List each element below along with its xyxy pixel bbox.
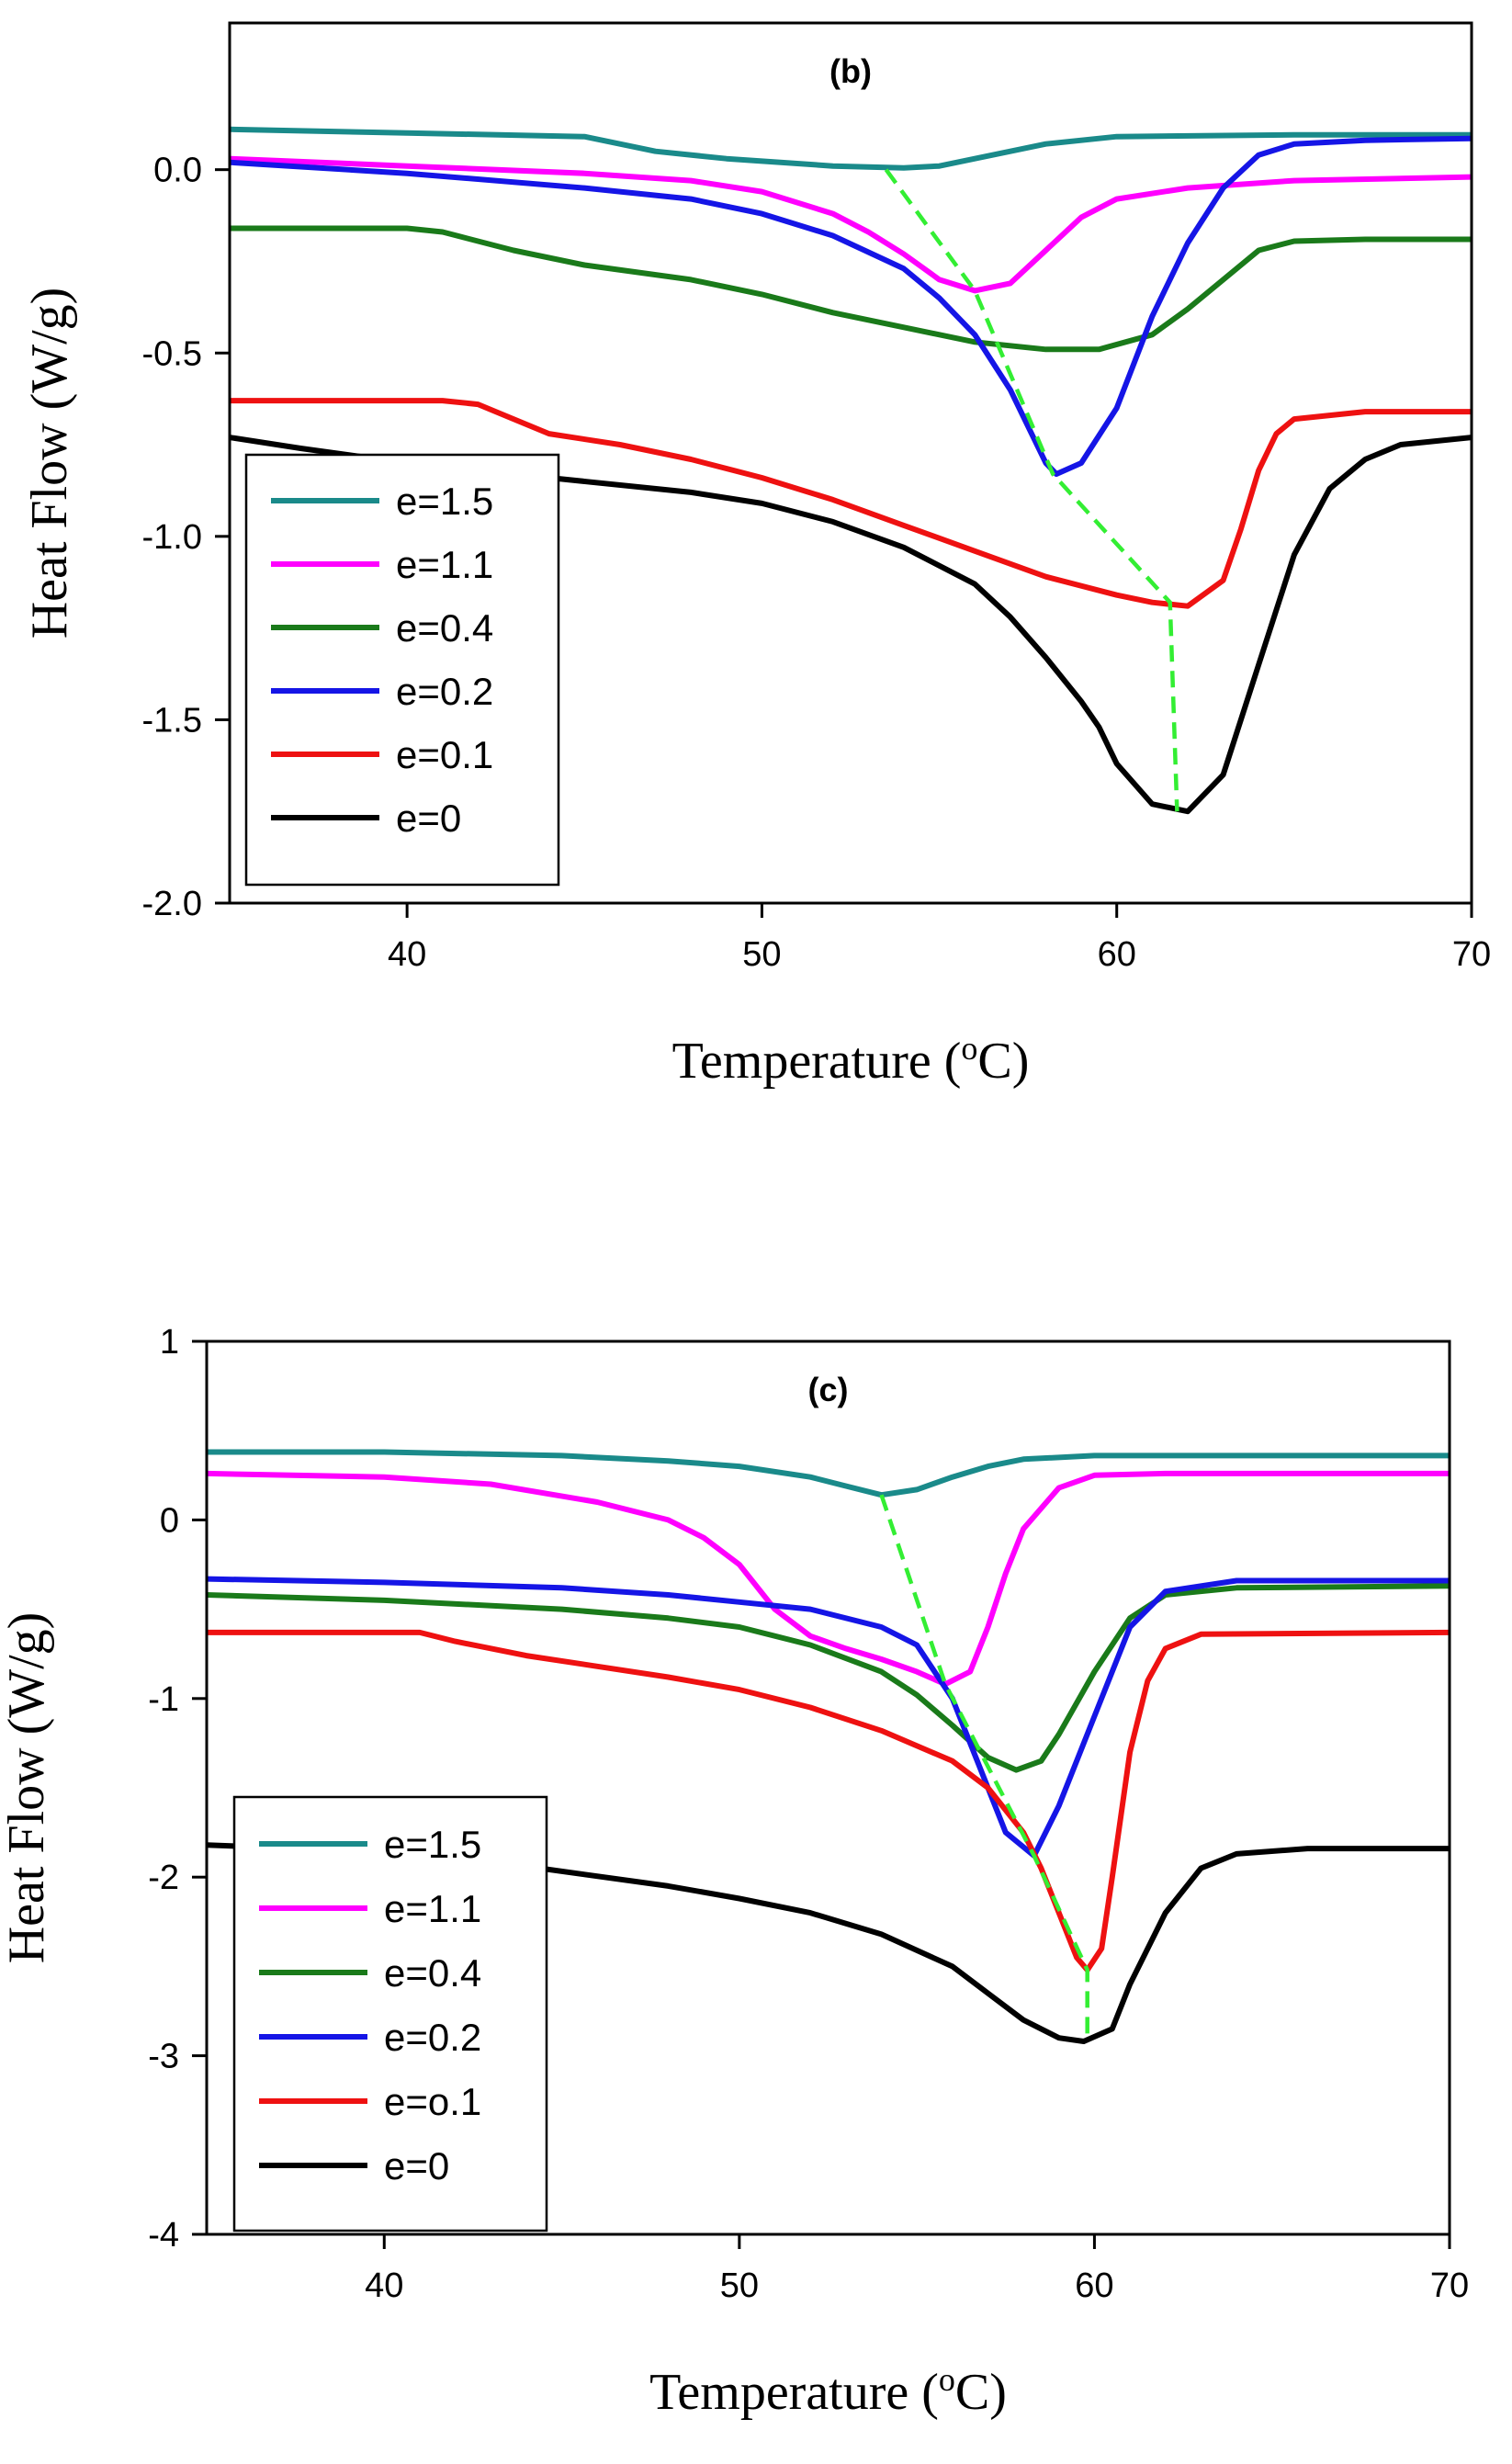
panel-c-y-tick-label: 0	[160, 1501, 179, 1540]
panel-c-y-tick-label: -2	[148, 1859, 179, 1897]
panel-c-peak-guide-line	[879, 1494, 1089, 2041]
panel-b-series	[230, 126, 1472, 815]
panel-c-y-tick-label: -1	[148, 1680, 179, 1719]
panel-c-x-axis-label-text: Temperature (	[649, 2364, 939, 2421]
panel-b-legend-label: e=1.1	[396, 543, 493, 586]
panel-c-x-axis-label-degree: o	[939, 2361, 955, 2398]
panel-c-plot-frame	[205, 1339, 1451, 2236]
panel-b-series-e-0-4	[230, 225, 1472, 353]
panel-b-legend-label: e=0.1	[396, 733, 493, 776]
panel-b-y-tick-label: -0.5	[142, 334, 202, 373]
panel-c-chart: 40 50 60 70 1 0 -1 -2 -3 -4 (c) Heat Flow (W/g) T…	[0, 1323, 1469, 2421]
panel-b-series-e-1-1	[230, 155, 1472, 294]
panel-c-x-tick-label: 70	[1430, 2266, 1469, 2305]
panel-b-x-axis-label: Temperature (oC)	[672, 1030, 1030, 1090]
panel-c-series-e-0	[207, 1842, 1450, 2044]
panel-c-series	[207, 1449, 1450, 2044]
panel-c-legend-box	[232, 1795, 548, 2232]
panel-b-x-axis-label-degree: o	[961, 1030, 977, 1067]
panel-c-legend-label: e=1.1	[384, 1887, 481, 1930]
panel-c-series-e-1-1	[207, 1470, 1450, 1688]
panel-c-x-tick-label: 40	[365, 2266, 403, 2305]
panel-c-y-tick-label: 1	[160, 1323, 179, 1362]
panel-c-legend-label: e=0	[384, 2144, 449, 2187]
panel-b-x-tick-label: 60	[1098, 935, 1136, 974]
panel-c-legend-label: e=0.2	[384, 2016, 481, 2059]
panel-c-legend: e=1.5 e=1.1 e=0.4 e=0.2 e=o.1 e=0	[232, 1795, 548, 2232]
panel-b-x-tick-label: 40	[388, 935, 426, 974]
panel-b-x-axis-label-unit: C)	[977, 1033, 1029, 1090]
panel-b-y-tick-label: 0.0	[153, 152, 202, 190]
panel-c-legend-label: e=o.1	[384, 2080, 481, 2123]
panel-c-title: (c)	[808, 1371, 849, 1408]
panel-b-series-e-1-5	[230, 126, 1472, 171]
panel-b-x-axis-label-text: Temperature (	[672, 1033, 962, 1090]
panel-b-series-e-0-1	[230, 398, 1472, 609]
panel-b-series-e-0	[230, 435, 1472, 815]
panel-b-title: (b)	[829, 52, 872, 90]
panel-c-y-axis-label: Heat Flow (W/g)	[0, 1612, 55, 1964]
panel-c-y-tick-label: -3	[148, 2038, 179, 2076]
panel-b-y-tick-label: -1.5	[142, 701, 202, 740]
panel-c-x-axis-label: Temperature (oC)	[649, 2361, 1007, 2421]
panel-c-y-tick-label: -4	[148, 2216, 179, 2255]
panel-b-legend-label: e=0.4	[396, 606, 493, 650]
panel-b-x-tick-label: 70	[1452, 935, 1491, 974]
panel-b-legend-label: e=0	[396, 797, 461, 840]
panel-b-peak-guide-line	[884, 168, 1179, 812]
panel-b-series-e-0-2	[230, 135, 1472, 477]
panel-c-legend-label: e=0.4	[384, 1951, 481, 1995]
panel-c-series-e-0-2	[207, 1576, 1450, 1859]
panel-c-x-tick-label: 50	[720, 2266, 759, 2305]
panel-b-chart: 40 50 60 70 0.0 -0.5 -1.0 -1.5 -2.0 (b) Heat Flo…	[21, 21, 1492, 1090]
panel-b-legend-label: e=0.2	[396, 670, 493, 713]
panel-c-legend-label: e=1.5	[384, 1823, 481, 1866]
panel-c-x-axis-label-unit: C)	[955, 2364, 1007, 2421]
panel-b-x-tick-label: 50	[742, 935, 781, 974]
panel-b-legend-box	[244, 453, 560, 887]
panel-c-axes: 40 50 60 70 1 0 -1 -2 -3 -4	[148, 1323, 1469, 2305]
panel-c-x-tick-label: 60	[1075, 2266, 1113, 2305]
panel-b-y-tick-label: -2.0	[142, 885, 202, 923]
panel-b-legend: e=1.5 e=1.1 e=0.4 e=0.2 e=0.1 e=0	[244, 453, 560, 887]
panel-b-legend-label: e=1.5	[396, 480, 493, 523]
panel-b-plot-frame	[228, 21, 1473, 905]
panel-c-series-e-1-5	[207, 1449, 1450, 1498]
panel-b-y-tick-label: -1.0	[142, 518, 202, 557]
panel-b-y-axis-label: Heat Flow (W/g)	[21, 288, 78, 639]
panel-b-axes: 40 50 60 70 0.0 -0.5 -1.0 -1.5 -2.0	[142, 152, 1492, 974]
